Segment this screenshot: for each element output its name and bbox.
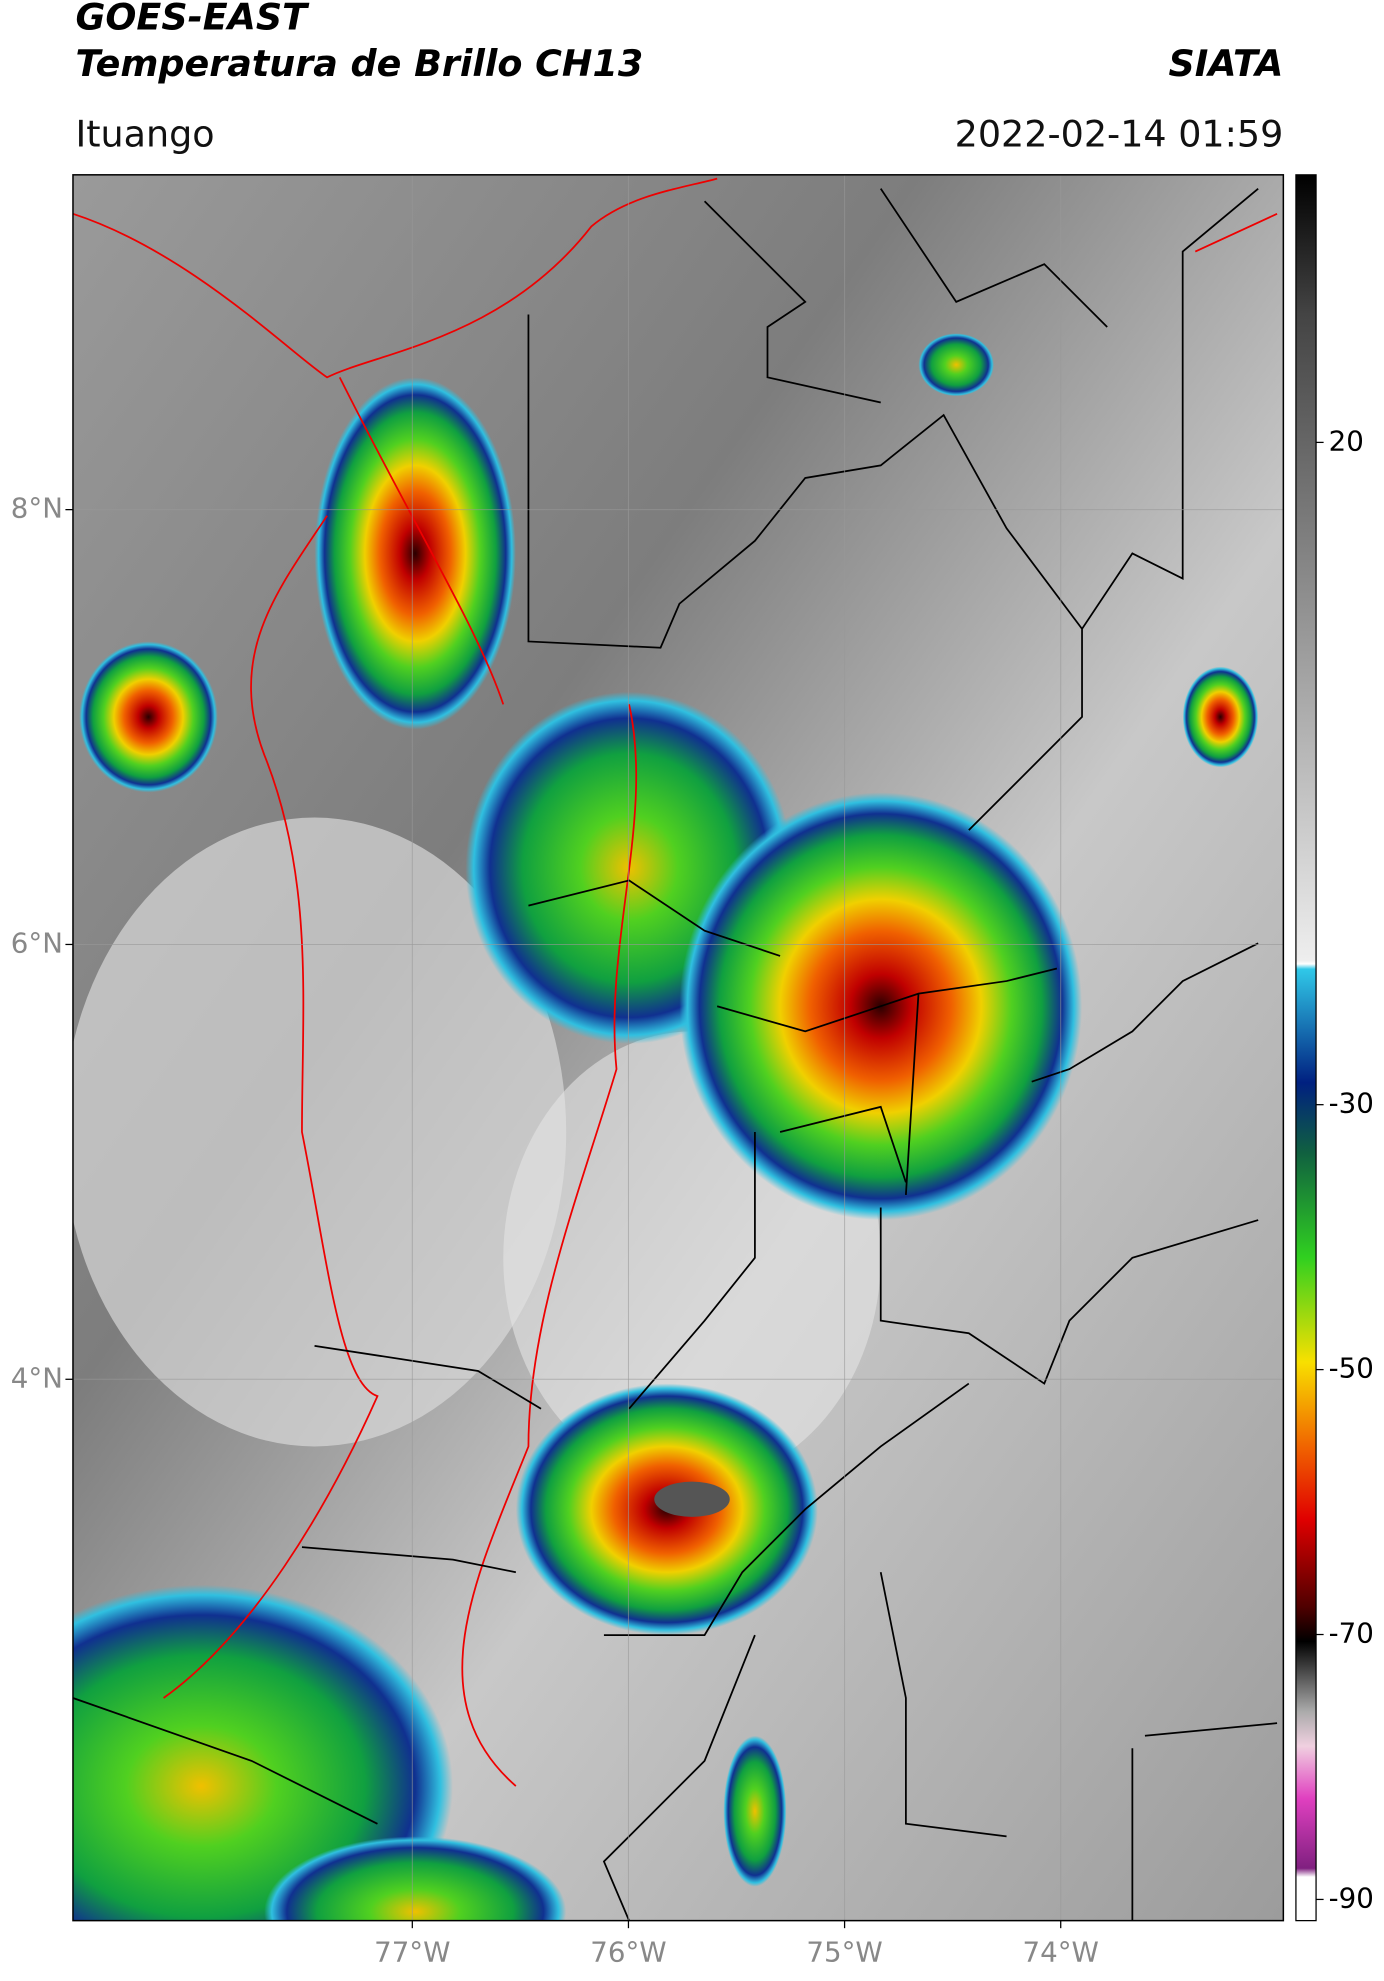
colorbar-tick-label: -30	[1329, 1087, 1374, 1120]
colorbar-tick-label: -90	[1329, 1881, 1374, 1914]
lat-tick-label: 4°N	[11, 1361, 63, 1394]
lon-tick-label: 75°W	[806, 1935, 882, 1968]
location: Ituango	[75, 112, 214, 155]
lat-tick-label: 8°N	[11, 492, 63, 525]
lon-tick-label: 77°W	[374, 1935, 450, 1968]
satellite-image	[72, 174, 1284, 1921]
colorbar-tick-label: -50	[1329, 1352, 1374, 1385]
organization: SIATA	[1168, 42, 1283, 85]
colorbar	[1295, 174, 1317, 1922]
colorbar-tick-label: 20	[1329, 424, 1364, 457]
lon-tick-label: 74°W	[1023, 1935, 1099, 1968]
map-frame	[72, 174, 1285, 1922]
subtitle: Temperatura de Brillo CH13	[75, 42, 643, 85]
lon-tick-label: 76°W	[590, 1935, 666, 1968]
lat-tick-label: 6°N	[11, 926, 63, 959]
colorbar-tick-label: -70	[1329, 1617, 1374, 1650]
datetime: 2022-02-14 01:59	[955, 112, 1284, 155]
title: GOES-EAST	[75, 0, 310, 38]
